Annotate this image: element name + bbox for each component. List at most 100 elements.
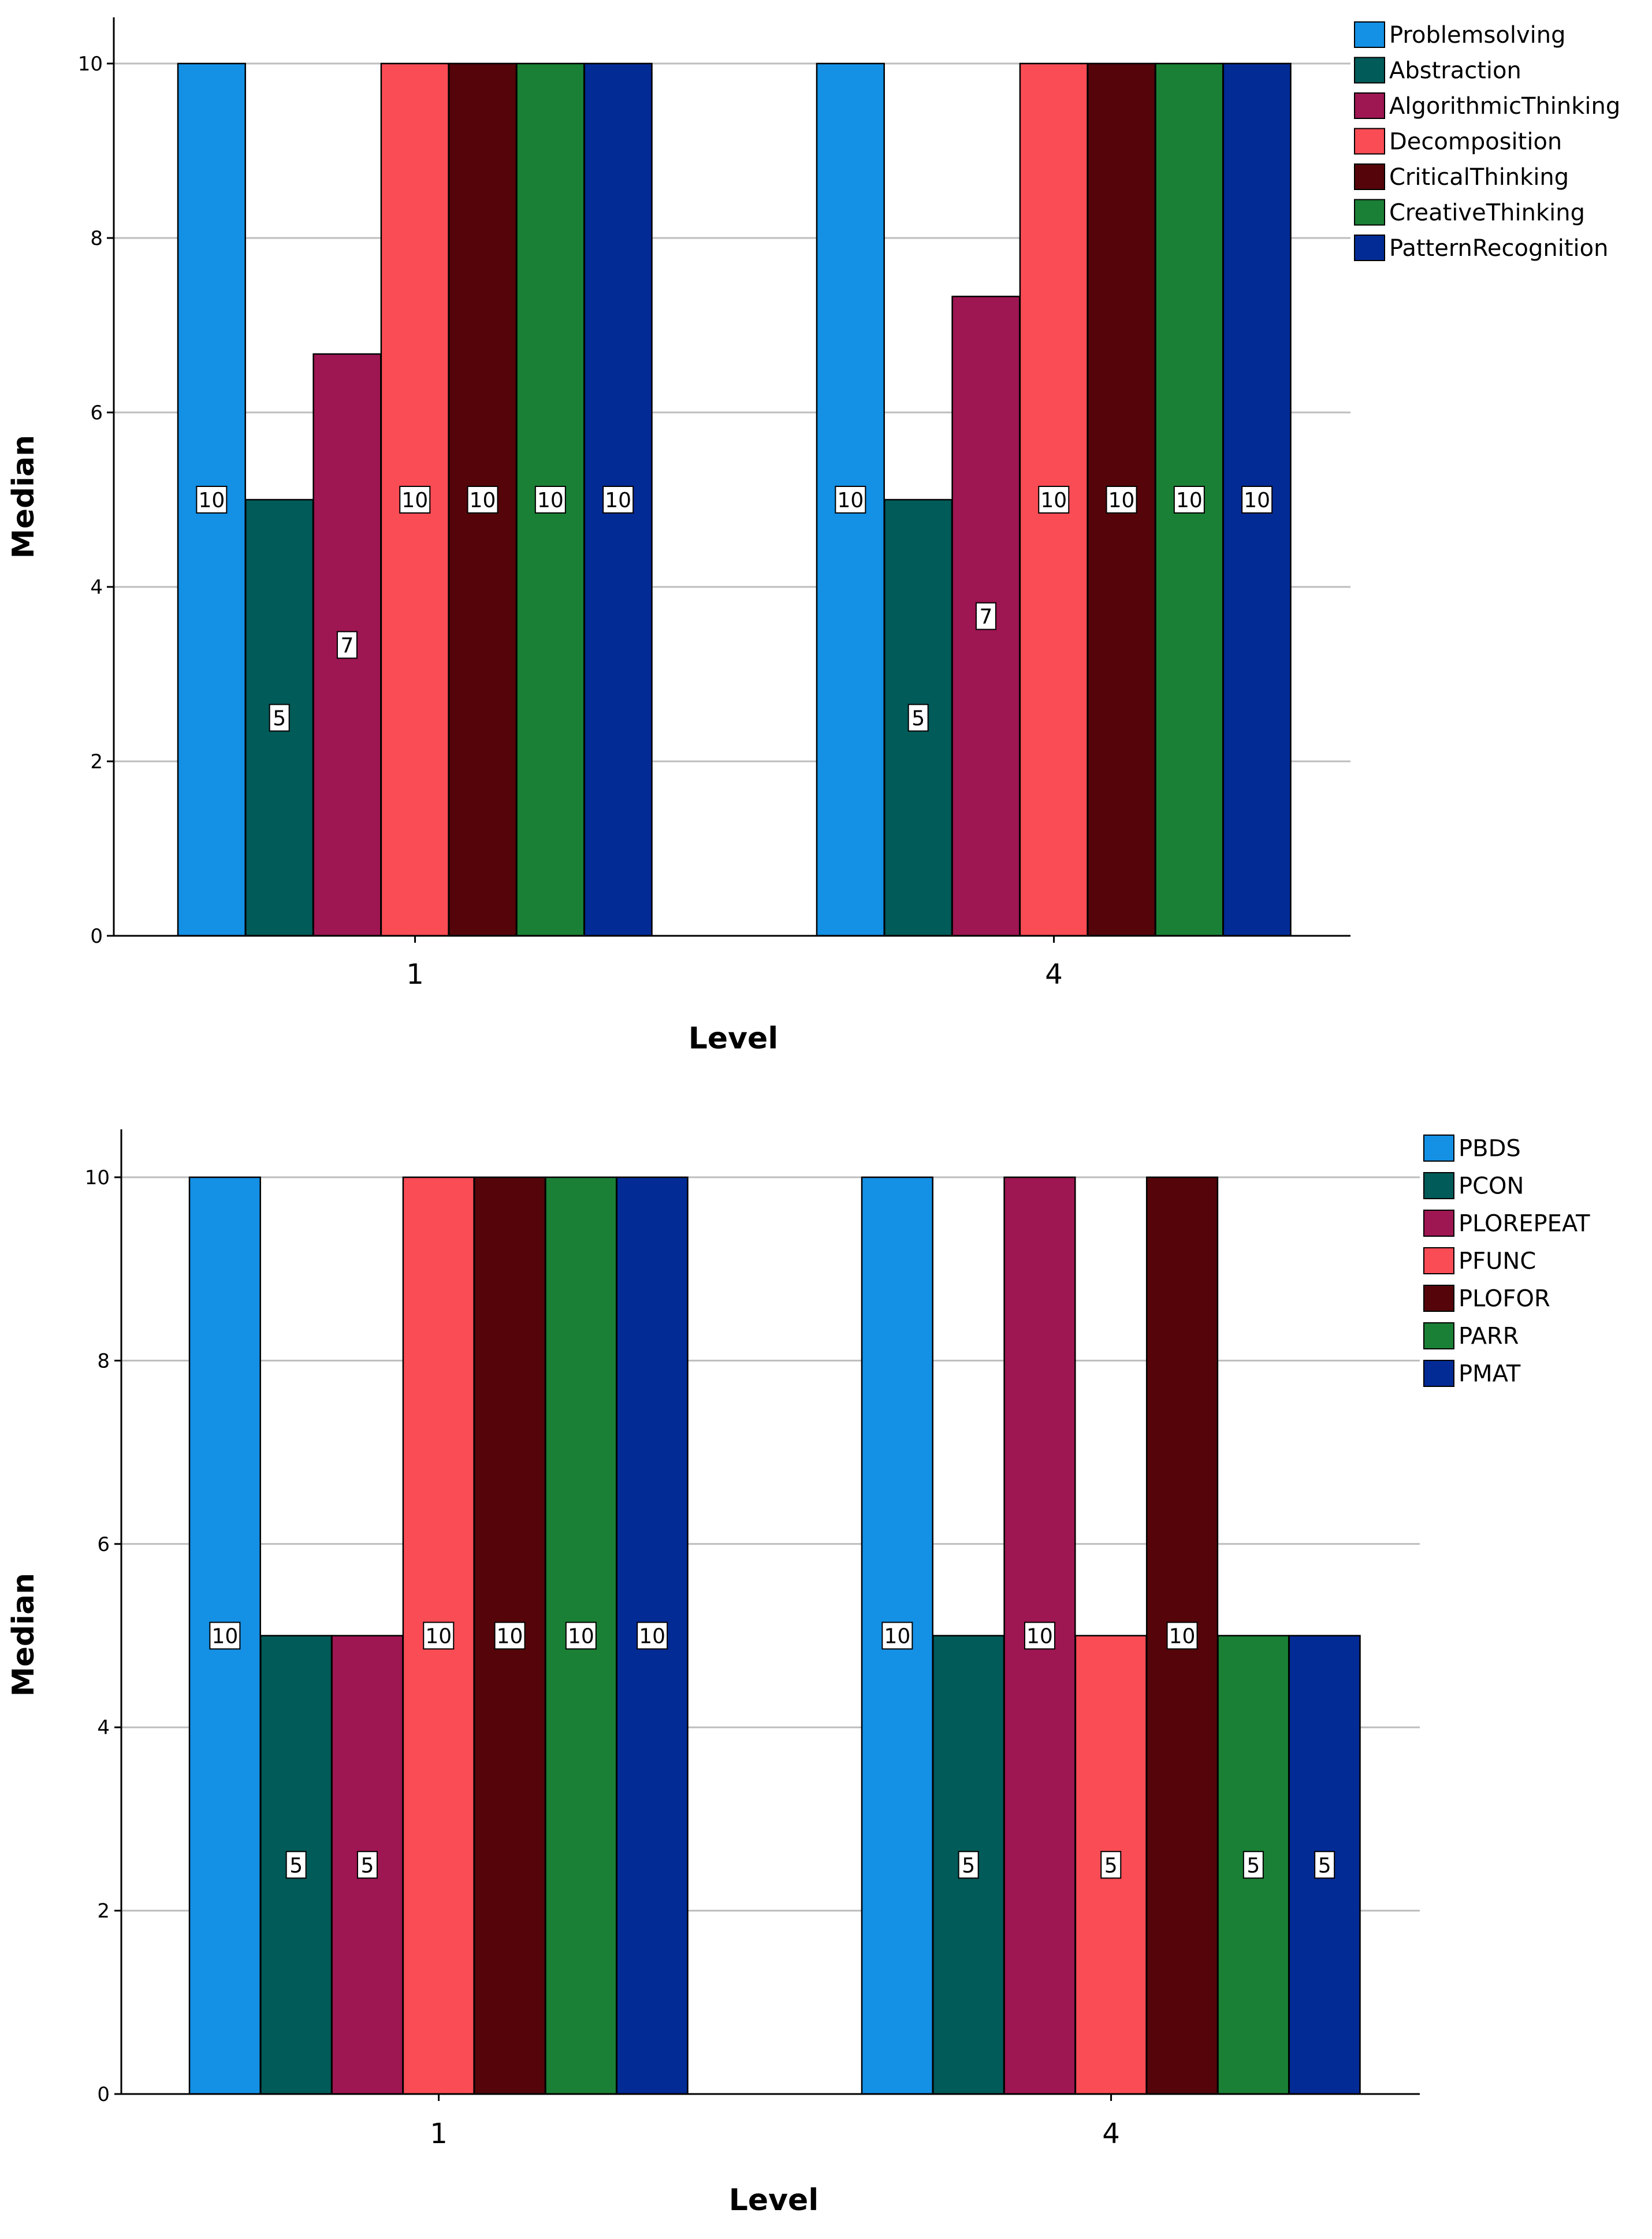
legend-swatch <box>1423 1322 1454 1349</box>
legend-item-plofor: PLOFOR <box>1423 1285 1550 1312</box>
legend-swatch <box>1354 235 1385 261</box>
data-label-text: 10 <box>1040 489 1067 512</box>
y-tick-label: 0 <box>90 925 103 948</box>
y-tick-label: 2 <box>90 750 103 773</box>
x-category-label: 4 <box>1102 2118 1120 2150</box>
data-label-text: 10 <box>497 1625 523 1649</box>
data-label: 10 <box>494 1621 526 1650</box>
legend-swatch <box>1354 199 1385 226</box>
legend-item-creativethinking: CreativeThinking <box>1354 199 1585 226</box>
data-label-box <box>399 486 431 514</box>
legend-label: PLOREPEAT <box>1458 1211 1590 1237</box>
data-label-text: 5 <box>289 1854 303 1877</box>
legend-label: CriticalThinking <box>1389 164 1569 191</box>
data-label-text: 10 <box>639 1625 665 1649</box>
legend-swatch <box>1423 1247 1454 1274</box>
data-label-box <box>1241 486 1273 514</box>
data-label-text: 5 <box>1247 1854 1260 1877</box>
data-label-box <box>1106 486 1137 514</box>
data-label-box <box>1166 1621 1198 1650</box>
data-label: 10 <box>1241 486 1273 514</box>
x-axis-title: Level <box>689 1021 778 1056</box>
data-label-box <box>356 1851 378 1879</box>
legend: Problemsolving Abstraction AlgorithmicThin… <box>1354 21 1620 262</box>
data-label-text: 5 <box>1318 1854 1331 1877</box>
data-label-text: 5 <box>273 707 286 731</box>
legend-label: PatternRecognition <box>1389 235 1608 262</box>
data-label: 7 <box>975 602 996 630</box>
data-label: 10 <box>565 1621 597 1650</box>
data-label-text: 5 <box>360 1854 374 1877</box>
data-label-box <box>1173 486 1205 514</box>
data-label: 5 <box>1314 1851 1335 1879</box>
legend-item-pcon: PCON <box>1423 1172 1524 1200</box>
legend-label: Problemsolving <box>1389 22 1566 49</box>
data-label-text: 10 <box>211 1625 238 1649</box>
data-label: 5 <box>1242 1851 1264 1879</box>
x-axis-title: Level <box>729 2183 818 2218</box>
legend-item-plorepeat: PLOREPEAT <box>1423 1210 1590 1237</box>
data-label-text: 7 <box>340 634 354 657</box>
legend-swatch <box>1354 57 1385 84</box>
legend-label: PFUNC <box>1458 1248 1536 1275</box>
data-label-text: 10 <box>1026 1625 1053 1649</box>
data-label: 10 <box>835 486 866 514</box>
data-label-box <box>637 1621 668 1650</box>
data-label-text: 10 <box>1176 489 1203 512</box>
chart-top: 10 10 5 5 7 7 10 10 10 10 10 10 10 10 0 2 4 6 8 10 1 4 Level Me… <box>6 17 1620 1056</box>
y-tick-label: 10 <box>85 1166 110 1189</box>
legend-item-pfunc: PFUNC <box>1423 1247 1536 1275</box>
data-label-text: 10 <box>425 1625 452 1649</box>
data-label-box <box>1314 1851 1335 1879</box>
data-label-box <box>269 704 290 732</box>
data-label-box <box>494 1621 526 1650</box>
legend-label: PLOFOR <box>1458 1286 1550 1312</box>
data-label-box <box>285 1851 307 1879</box>
x-category-label: 1 <box>406 958 424 991</box>
data-label-text: 10 <box>884 1625 910 1649</box>
data-label-box <box>602 486 634 514</box>
legend-label: AlgorithmicThinking <box>1389 93 1620 120</box>
data-label: 7 <box>336 631 358 659</box>
data-label: 10 <box>399 486 431 514</box>
data-label-text: 10 <box>568 1625 594 1649</box>
legend-label: PARR <box>1458 1323 1519 1350</box>
legend-label: CreativeThinking <box>1389 200 1585 226</box>
data-label: 10 <box>423 1621 455 1650</box>
legend-swatch <box>1354 21 1385 48</box>
data-label-box <box>336 631 358 659</box>
x-category-label: 1 <box>430 2118 448 2150</box>
y-tick-label: 6 <box>97 1533 110 1556</box>
legend-swatch <box>1354 92 1385 119</box>
data-label: 10 <box>1106 486 1137 514</box>
data-label-text: 10 <box>470 489 496 512</box>
data-label: 10 <box>1038 486 1070 514</box>
data-label-text: 5 <box>962 1854 975 1877</box>
data-label: 5 <box>269 704 290 732</box>
data-label-text: 10 <box>837 489 864 512</box>
legend-label: PMAT <box>1458 1361 1521 1388</box>
legend-label: PBDS <box>1458 1136 1521 1162</box>
y-tick-label: 6 <box>90 401 103 425</box>
y-axis-title: Median <box>6 1573 41 1697</box>
data-label: 5 <box>958 1851 979 1879</box>
data-label-box <box>907 704 929 732</box>
legend-label: Abstraction <box>1389 58 1521 84</box>
data-label-text: 7 <box>979 605 992 629</box>
data-label: 10 <box>467 486 498 514</box>
data-label-box <box>534 486 566 514</box>
chart-bottom: 10 10 5 5 5 10 10 5 10 10 10 5 10 5 0 2 4 6 8 10 1 4 Level Medi… <box>6 1129 1590 2218</box>
data-label-box <box>881 1621 913 1650</box>
legend-item-pmat: PMAT <box>1423 1360 1521 1388</box>
data-label: 10 <box>209 1621 241 1650</box>
data-label-box <box>975 602 996 630</box>
legend-swatch <box>1423 1210 1454 1237</box>
legend-swatch <box>1354 128 1385 155</box>
data-label-text: 10 <box>605 489 631 512</box>
data-label: 10 <box>881 1621 913 1650</box>
data-label-box <box>467 486 498 514</box>
legend-swatch <box>1423 1360 1454 1387</box>
data-label-text: 10 <box>198 489 225 512</box>
